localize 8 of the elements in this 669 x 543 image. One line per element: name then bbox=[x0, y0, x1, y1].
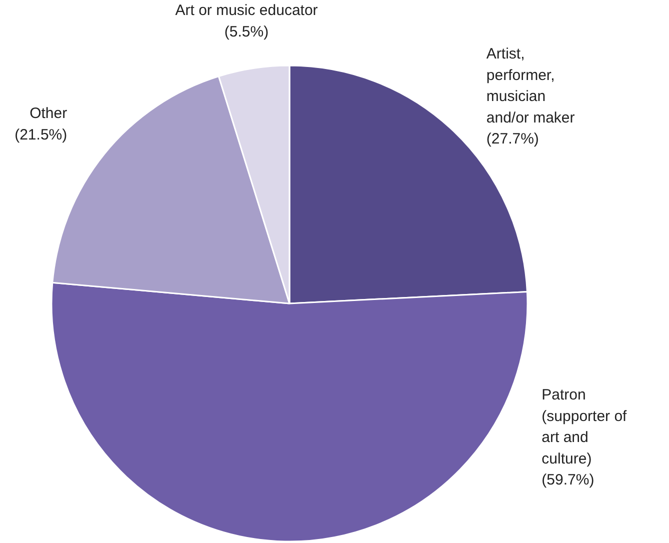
data-label: (59.7%) bbox=[542, 472, 594, 489]
slice-label: Other bbox=[30, 105, 68, 122]
data-label: (5.5%) bbox=[224, 23, 269, 40]
data-label: (21.5%) bbox=[14, 126, 68, 144]
slice-label: Patron (supporter of art and culture) bbox=[542, 386, 628, 468]
slice-label: Art or music educator bbox=[175, 2, 318, 20]
data-label: (27.7%) bbox=[486, 130, 539, 148]
slice-label: Artist, performer, musician and/or maker bbox=[486, 46, 575, 126]
